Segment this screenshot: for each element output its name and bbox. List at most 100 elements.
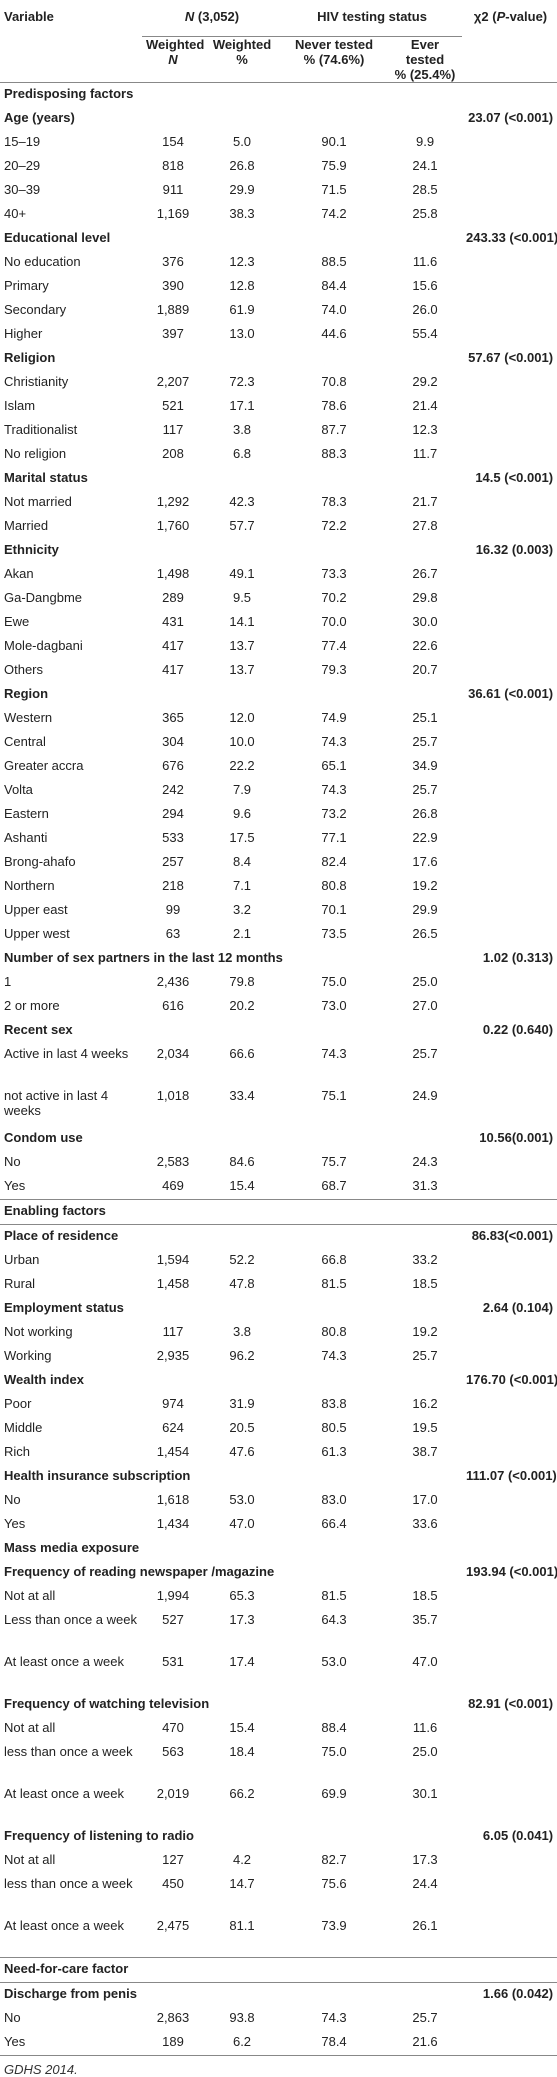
- weighted-pct-cell: 49.1: [202, 563, 280, 587]
- category-label: Yes: [0, 1175, 142, 1200]
- category-label: Upper west: [0, 923, 142, 947]
- weighted-pct-cell: 79.8: [202, 971, 280, 995]
- category-label: Not at all: [0, 1585, 142, 1609]
- never-tested-cell: 78.6: [280, 395, 386, 419]
- header-chi-tail: -value): [505, 9, 547, 24]
- chi-square-value: 14.5 (<0.001): [462, 467, 557, 491]
- weighted-pct-cell: 22.2: [202, 755, 280, 779]
- weighted-pct-cell: 10.0: [202, 731, 280, 755]
- chi-blank-cell: [462, 755, 557, 779]
- chi-blank-cell: [462, 779, 557, 803]
- category-label: At least once a week: [0, 1783, 142, 1825]
- never-tested-cell: 75.0: [280, 1741, 386, 1783]
- ever-tested-cell: 25.7: [386, 1345, 462, 1369]
- chi-square-value: 10.56(0.001): [462, 1127, 557, 1151]
- category-label: Others: [0, 659, 142, 683]
- chi-blank-cell: [462, 179, 557, 203]
- chi-blank-cell: [462, 203, 557, 227]
- weighted-n-cell: 1,994: [142, 1585, 202, 1609]
- category-label: Brong-ahafo: [0, 851, 142, 875]
- ever-tested-cell: 31.3: [386, 1175, 462, 1200]
- weighted-pct-cell: 47.0: [202, 1513, 280, 1537]
- weighted-n-cell: 2,583: [142, 1151, 202, 1175]
- never-tested-cell: 79.3: [280, 659, 386, 683]
- weighted-n-cell: 208: [142, 443, 202, 467]
- category-label: Greater accra: [0, 755, 142, 779]
- category-label: No religion: [0, 443, 142, 467]
- group-label: Frequency of listening to radio: [0, 1825, 462, 1849]
- never-tested-cell: 73.0: [280, 995, 386, 1019]
- weighted-n-cell: 242: [142, 779, 202, 803]
- weighted-n-cell: 257: [142, 851, 202, 875]
- header-n-label: N: [185, 9, 194, 24]
- category-label: Rural: [0, 1273, 142, 1297]
- weighted-pct-cell: 66.2: [202, 1783, 280, 1825]
- chi-blank-cell: [462, 1741, 557, 1783]
- ever-tested-cell: 16.2: [386, 1393, 462, 1417]
- weighted-n-cell: 1,169: [142, 203, 202, 227]
- chi-blank-cell: [462, 875, 557, 899]
- group-label: Age (years): [0, 107, 462, 131]
- weighted-n-cell: 1,434: [142, 1513, 202, 1537]
- never-tested-cell: 64.3: [280, 1609, 386, 1651]
- hiv-testing-table: Variable N (3,052) HIV testing status χ2…: [0, 6, 557, 2077]
- never-tested-cell: 66.4: [280, 1513, 386, 1537]
- weighted-pct-cell: 9.5: [202, 587, 280, 611]
- category-label: At least once a week: [0, 1915, 142, 1958]
- never-tested-cell: 75.9: [280, 155, 386, 179]
- chi-blank-cell: [462, 1043, 557, 1085]
- chi-blank-cell: [462, 635, 557, 659]
- weighted-n-cell: 376: [142, 251, 202, 275]
- ever-tested-cell: 24.9: [386, 1085, 462, 1127]
- chi-blank-cell: [462, 1513, 557, 1537]
- weighted-n-cell: 117: [142, 1321, 202, 1345]
- never-tested-cell: 83.0: [280, 1489, 386, 1513]
- weighted-n-cell: 1,292: [142, 491, 202, 515]
- category-label: Not at all: [0, 1717, 142, 1741]
- section-label: Need-for-care factor: [0, 1958, 557, 1983]
- chi-square-value: 193.94 (<0.001): [462, 1561, 557, 1585]
- ever-tested-cell: 26.8: [386, 803, 462, 827]
- category-label: Central: [0, 731, 142, 755]
- category-label: 1: [0, 971, 142, 995]
- chi-square-value: 23.07 (<0.001): [462, 107, 557, 131]
- category-label: Islam: [0, 395, 142, 419]
- never-tested-cell: 77.1: [280, 827, 386, 851]
- variable-group-row: Number of sex partners in the last 12 mo…: [0, 947, 557, 971]
- category-label: less than once a week: [0, 1873, 142, 1915]
- chi-blank-cell: [462, 659, 557, 683]
- header-never-tested: Never tested% (74.6%): [280, 37, 386, 83]
- weighted-pct-cell: 14.7: [202, 1873, 280, 1915]
- never-tested-cell: 44.6: [280, 323, 386, 347]
- weighted-pct-cell: 12.3: [202, 251, 280, 275]
- chi-square-value: 176.70 (<0.001): [462, 1369, 557, 1393]
- chi-blank-cell: [462, 611, 557, 635]
- never-tested-cell: 74.3: [280, 1345, 386, 1369]
- chi-blank-cell: [462, 443, 557, 467]
- chi-blank-cell: [462, 1393, 557, 1417]
- chi-blank-cell: [462, 1585, 557, 1609]
- weighted-pct-cell: 7.9: [202, 779, 280, 803]
- weighted-n-cell: 818: [142, 155, 202, 179]
- group-label: Frequency of reading newspaper /magazine: [0, 1561, 462, 1585]
- weighted-n-cell: 397: [142, 323, 202, 347]
- weighted-pct-cell: 96.2: [202, 1345, 280, 1369]
- weighted-n-cell: 63: [142, 923, 202, 947]
- weighted-n-cell: 1,498: [142, 563, 202, 587]
- weighted-pct-cell: 38.3: [202, 203, 280, 227]
- ever-tested-cell: 22.6: [386, 635, 462, 659]
- header-variable: Variable: [0, 6, 142, 37]
